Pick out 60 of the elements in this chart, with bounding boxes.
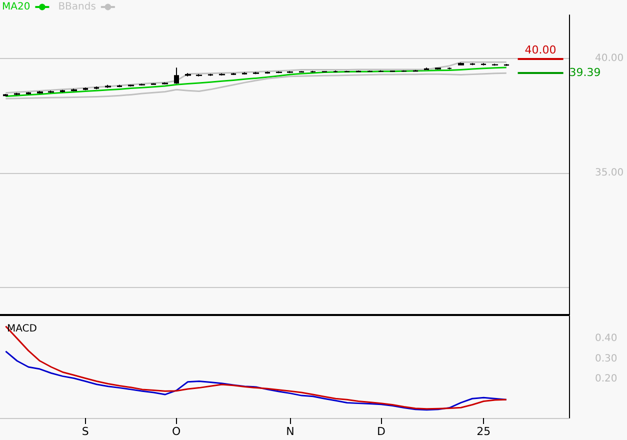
x-tick-label: O (172, 425, 182, 438)
x-tick-label: S (82, 425, 89, 438)
candlestick (435, 67, 441, 70)
line-series (4, 61, 508, 94)
candlestick (151, 82, 156, 86)
candlestick (356, 70, 361, 73)
ref-line-label: 40.00 (524, 44, 556, 57)
ref-line-label: 39.39 (569, 66, 601, 79)
line-series (4, 350, 508, 411)
candlestick (174, 67, 179, 84)
text: MACD (7, 324, 38, 334)
candlestick (242, 72, 247, 76)
candlestick (162, 82, 168, 85)
candlestick (276, 70, 282, 74)
candlestick (504, 64, 509, 66)
x-tick-label: N (286, 425, 294, 438)
candlestick (185, 72, 191, 77)
line-series (4, 325, 508, 410)
candlestick (94, 86, 99, 90)
candlestick (71, 88, 77, 92)
candlestick (378, 70, 384, 73)
candlestick (26, 92, 31, 95)
candlestick (117, 84, 122, 88)
candlestick (470, 62, 475, 66)
candlestick (60, 89, 65, 93)
y-tick-label: 0.30 (595, 353, 618, 364)
y-tick-label: 0.40 (595, 332, 618, 344)
candlestick (231, 72, 236, 76)
y-tick-label: 0.20 (595, 374, 618, 385)
x-tick-label: D (376, 425, 386, 438)
candlestick (344, 70, 350, 73)
legend-label: MA20 (2, 2, 30, 12)
candlestick (401, 70, 407, 72)
candlestick (424, 67, 429, 70)
candlestick (139, 83, 145, 86)
candlestick (413, 69, 418, 72)
y-tick-label: 40.00 (595, 53, 624, 64)
candlestick (83, 87, 88, 91)
candlestick (492, 63, 498, 66)
candlestick (333, 70, 338, 73)
candlestick (310, 70, 316, 73)
candlestick (458, 62, 464, 66)
candlestick (48, 90, 54, 94)
candlestick (265, 71, 270, 74)
candlestick (447, 66, 452, 70)
candlestick (287, 70, 293, 74)
candlestick (196, 74, 202, 77)
candlestick (481, 62, 486, 66)
candlestick (219, 72, 225, 76)
y-tick-label: 35.00 (595, 168, 624, 179)
candlestick (37, 90, 43, 94)
candlestick (3, 94, 8, 97)
candlestick (253, 72, 259, 75)
candlestick (208, 73, 213, 76)
legend-label: BBands (58, 2, 96, 12)
candlestick (128, 84, 134, 87)
line-series (4, 72, 508, 100)
candlestick (105, 84, 111, 88)
x-tick-label: 25 (476, 425, 491, 438)
line-series (4, 66, 508, 98)
